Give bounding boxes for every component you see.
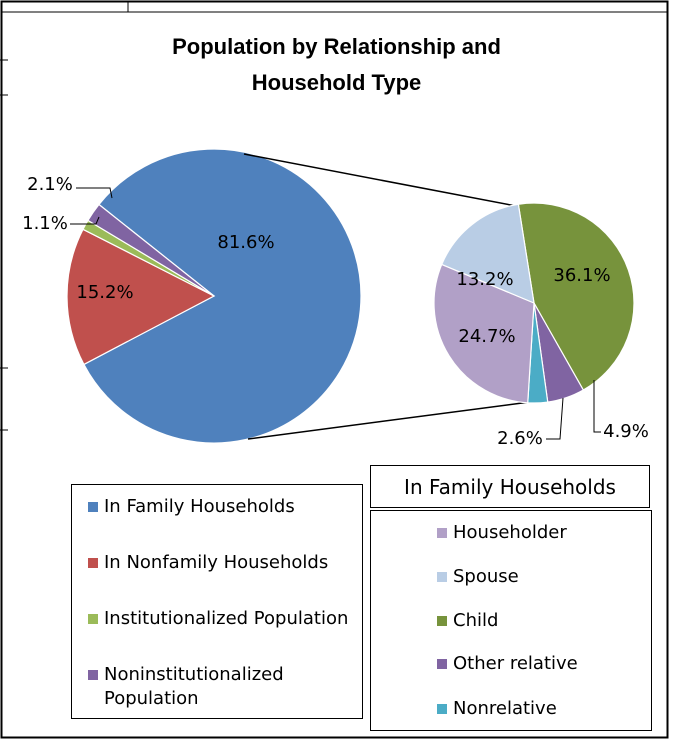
data-label-family-households: 81.6% xyxy=(217,232,274,253)
sub-legend: Householder Spouse Child Other relative … xyxy=(370,510,652,731)
main-pie xyxy=(66,148,362,444)
data-label-nonrelative: 2.6% xyxy=(497,428,543,449)
sub-legend-header: In Family Households xyxy=(370,465,650,508)
data-labels: 81.6% 15.2% 1.1% 2.1% 36.1% 13.2% 24.7% 4.9% 2.6… xyxy=(22,174,649,449)
legend-item-family-households: In Family Households xyxy=(88,495,295,519)
legend-label: Institutionalized Population xyxy=(104,608,349,629)
connector-line-top xyxy=(243,153,517,207)
main-legend: In Family Households In Nonfamily Househ… xyxy=(71,484,363,719)
chart-title-line-1: Population by Relationship and xyxy=(172,34,501,59)
leader-line-nonrelative xyxy=(546,397,564,440)
pie-slice-child xyxy=(517,202,635,391)
leader-line-institutionalized xyxy=(70,216,100,225)
data-label-nonfamily-households: 15.2% xyxy=(76,282,133,303)
legend-item-nonfamily-households: In Nonfamily Households xyxy=(88,551,328,575)
legend-item-spouse: Spouse xyxy=(437,565,519,589)
data-label-noninstitutionalized: 2.1% xyxy=(27,174,73,195)
leader-line-noninstitutionalized xyxy=(76,187,113,199)
chart-title-line-2: Household Type xyxy=(251,70,422,95)
legend-item-child: Child xyxy=(437,609,498,633)
legend-swatch xyxy=(88,502,98,512)
data-label-householder: 24.7% xyxy=(458,326,515,347)
pie-slice-householder xyxy=(433,263,535,404)
legend-item-institutionalized: Institutionalized Population xyxy=(88,607,348,631)
data-label-child: 36.1% xyxy=(553,265,610,286)
pie-connector-lines xyxy=(243,153,561,440)
legend-label: Child xyxy=(453,610,499,631)
legend-swatch xyxy=(437,572,447,582)
legend-label: Spouse xyxy=(453,566,519,587)
legend-item-noninstitutionalized: Noninstitutionalized Population xyxy=(88,663,318,711)
pie-slice-noninstitutionalized-population xyxy=(87,203,215,297)
legend-swatch xyxy=(437,659,447,669)
pie-slice-in-nonfamily-households xyxy=(66,228,216,366)
data-label-spouse: 13.2% xyxy=(456,269,513,290)
connector-line-bottom xyxy=(247,397,561,440)
legend-item-other-relative: Other relative xyxy=(437,652,578,676)
legend-label: Noninstitutionalized Population xyxy=(104,664,284,709)
data-label-other-relative: 4.9% xyxy=(603,421,649,442)
legend-swatch xyxy=(88,558,98,568)
legend-swatch xyxy=(437,616,447,626)
legend-label: In Nonfamily Households xyxy=(104,552,329,573)
legend-label: Nonrelative xyxy=(453,698,557,719)
legend-item-nonrelative: Nonrelative xyxy=(437,697,557,721)
family-households-pie xyxy=(433,202,635,404)
legend-label: In Family Households xyxy=(104,496,295,517)
legend-label: Other relative xyxy=(453,653,578,674)
legend-item-householder: Householder xyxy=(437,521,567,545)
pie-slice-spouse xyxy=(440,203,535,304)
legend-swatch xyxy=(88,614,98,624)
leader-line-other-relative xyxy=(593,380,601,433)
data-label-institutionalized: 1.1% xyxy=(22,213,68,234)
legend-swatch xyxy=(437,704,447,714)
legend-swatch xyxy=(88,670,98,680)
legend-label: Householder xyxy=(453,522,567,543)
legend-swatch xyxy=(437,528,447,538)
pie-slice-in-family-households xyxy=(83,148,362,444)
